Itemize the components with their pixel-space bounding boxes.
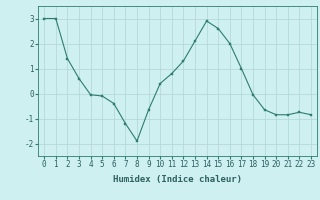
X-axis label: Humidex (Indice chaleur): Humidex (Indice chaleur) [113,175,242,184]
